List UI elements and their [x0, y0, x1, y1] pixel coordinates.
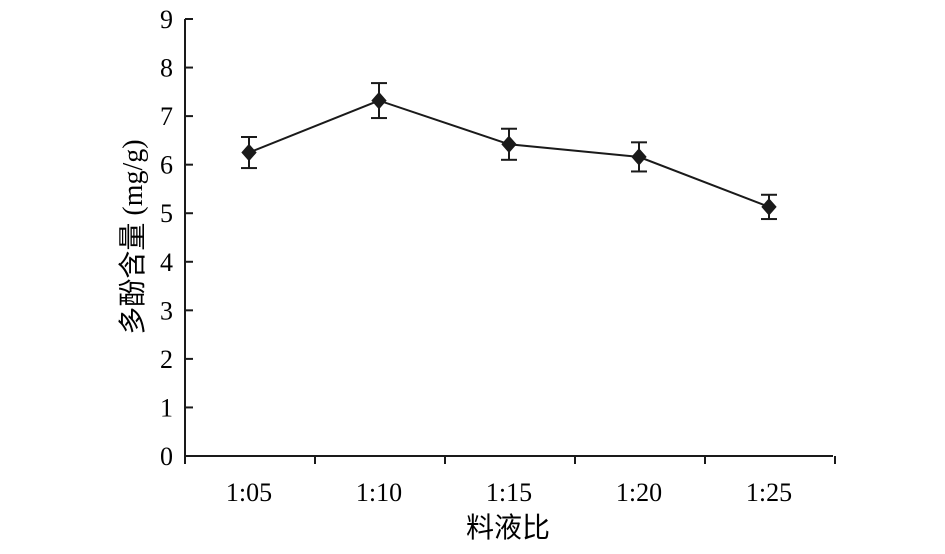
- y-tick-label: 9: [160, 5, 173, 34]
- y-tick-label: 0: [160, 442, 173, 471]
- data-point: [371, 91, 387, 110]
- data-point: [241, 143, 257, 162]
- x-tick-label: 1:05: [226, 478, 272, 507]
- ticks: 0 1 2 3 4 5 6 7 8 9 1:05 1:10 1:15 1:20 1:25: [160, 5, 836, 507]
- data-point: [501, 135, 517, 154]
- x-tick-label: 1:15: [486, 478, 532, 507]
- data-point: [631, 148, 647, 166]
- axes: [184, 19, 833, 457]
- data-point: [761, 198, 777, 216]
- series-group: [241, 91, 777, 216]
- x-axis-label: 料液比: [466, 512, 550, 544]
- y-tick-label: 7: [160, 102, 173, 131]
- y-tick-label: 2: [160, 345, 173, 374]
- y-tick-label: 8: [160, 54, 173, 83]
- x-tick-label: 1:25: [746, 478, 792, 507]
- x-tick-label: 1:20: [616, 478, 662, 507]
- y-axis-label: 多酚含量 (mg/g): [117, 139, 149, 334]
- y-tick-label: 5: [160, 199, 173, 228]
- x-tick-label: 1:10: [356, 478, 402, 507]
- y-tick-label: 1: [160, 393, 173, 422]
- y-tick-label: 4: [160, 248, 173, 277]
- y-tick-label: 6: [160, 151, 173, 180]
- y-tick-label: 3: [160, 296, 173, 325]
